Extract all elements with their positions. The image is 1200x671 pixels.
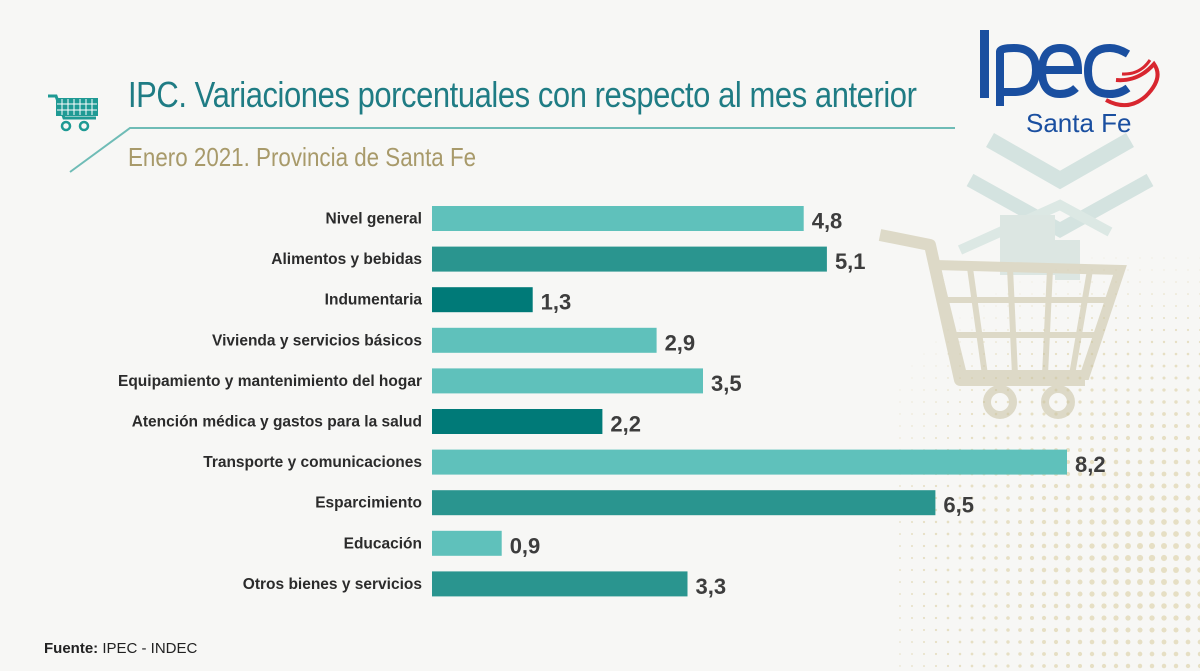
bar (432, 287, 533, 313)
title-underline (69, 127, 955, 173)
value-label: 2,9 (665, 330, 696, 355)
category-label: Otros bienes y servicios (243, 576, 422, 593)
bar (432, 490, 936, 516)
value-label: 2,2 (610, 412, 641, 437)
category-label: Alimentos y bebidas (271, 251, 422, 268)
bar (432, 368, 703, 394)
category-label: Transporte y comunicaciones (203, 454, 422, 471)
value-label: 3,5 (711, 371, 742, 396)
value-label: 1,3 (541, 290, 572, 315)
bar (432, 206, 804, 231)
value-label: 8,2 (1075, 452, 1106, 477)
bar (432, 530, 502, 556)
category-label: Indumentaria (325, 292, 423, 309)
value-label: 0,9 (510, 533, 541, 558)
ipec-logo (980, 30, 1160, 108)
value-label: 5,1 (835, 249, 866, 274)
logo-region: Santa Fe (1026, 108, 1132, 138)
category-label: Equipamiento y mantenimiento del hogar (118, 373, 422, 390)
value-label: 3,3 (696, 574, 727, 599)
bar (432, 246, 827, 272)
page-title: IPC. Variaciones porcentuales con respec… (128, 74, 917, 115)
bar (432, 327, 657, 353)
category-label: Atención médica y gastos para la salud (132, 414, 422, 431)
category-label: Esparcimiento (315, 495, 422, 512)
bar (432, 571, 688, 597)
source-value: IPEC - INDEC (102, 640, 198, 657)
value-label: 4,8 (812, 209, 843, 234)
bar (432, 409, 603, 434)
page-subtitle: Enero 2021. Provincia de Santa Fe (128, 142, 477, 172)
shopping-cart-with-products-icon (878, 133, 1154, 419)
bar (432, 449, 1067, 475)
category-label: Educación (344, 535, 422, 552)
value-label: 6,5 (943, 493, 974, 518)
shopping-cart-icon (48, 94, 98, 132)
category-label: Nivel general (326, 211, 423, 228)
source-label: Fuente: (44, 640, 99, 657)
category-label: Vivienda y servicios básicos (212, 332, 422, 349)
source-note: Fuente: IPEC - INDEC (44, 640, 197, 657)
